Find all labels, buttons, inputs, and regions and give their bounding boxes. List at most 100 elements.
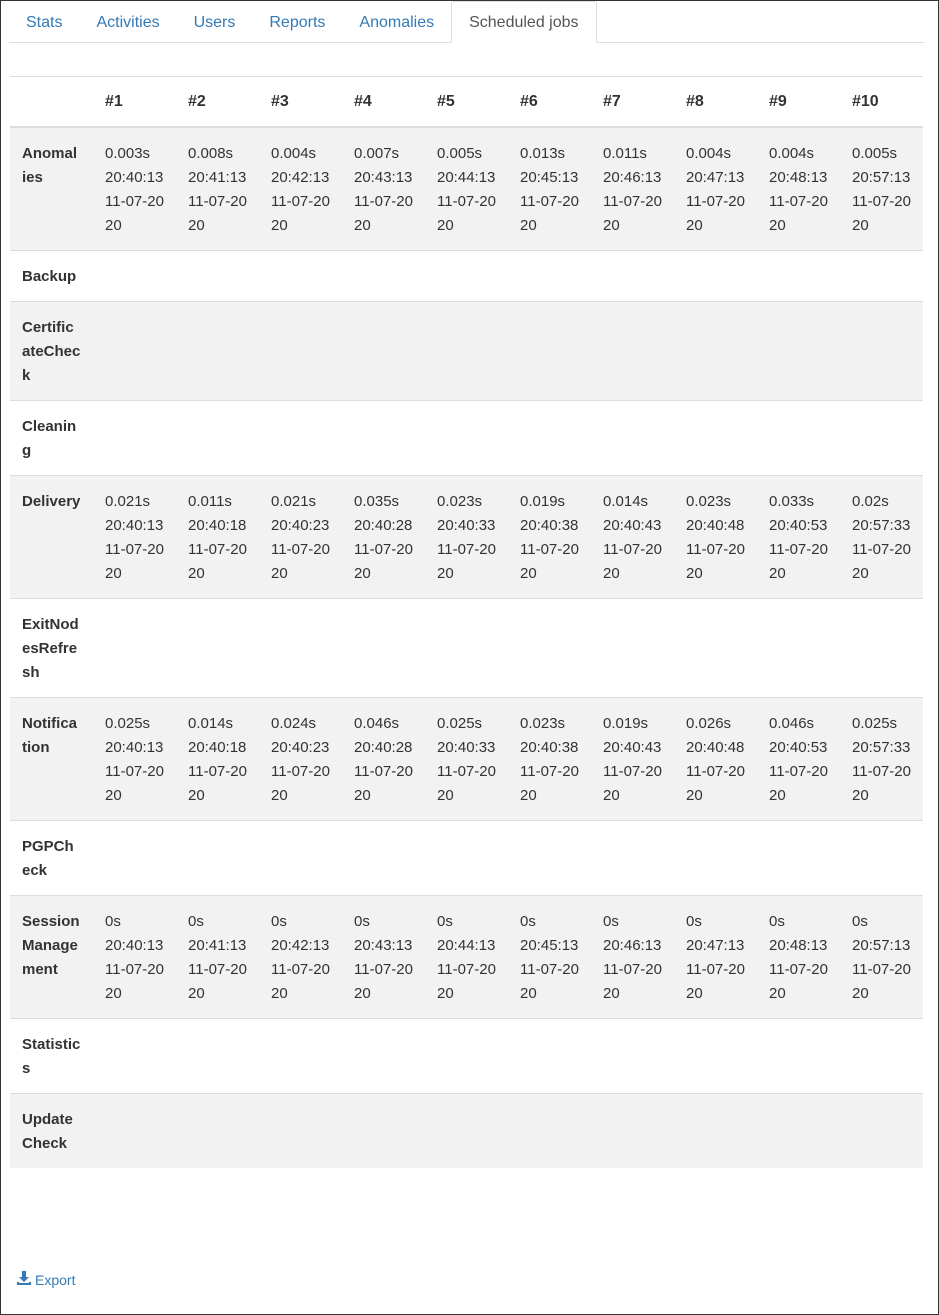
run-date: 11-07-2020 xyxy=(520,961,579,1002)
job-name: Delivery xyxy=(22,493,81,510)
run-cell: 0.014s 20:40:43 11-07-2020 xyxy=(591,476,674,599)
job-name: SessionManagement xyxy=(22,913,80,978)
run-cell: 0.011s 20:46:13 11-07-2020 xyxy=(591,127,674,251)
run-cell xyxy=(591,1019,674,1094)
run-time: 20:40:48 xyxy=(686,739,745,756)
run-duration: 0.008s xyxy=(188,145,234,162)
run-date: 11-07-2020 xyxy=(852,541,911,582)
run-date: 11-07-2020 xyxy=(437,961,496,1002)
run-time: 20:48:13 xyxy=(769,937,828,954)
run-date: 11-07-2020 xyxy=(686,961,745,1002)
run-duration: 0.033s xyxy=(769,493,815,510)
run-duration: 0.025s xyxy=(105,715,151,732)
table-row: Cleaning xyxy=(10,400,923,476)
job-name: ExitNodesRefresh xyxy=(22,616,79,681)
run-cell xyxy=(591,821,674,896)
run-time: 20:47:13 xyxy=(686,937,745,954)
run-cell xyxy=(508,821,591,896)
run-cell: 0.023s 20:40:48 11-07-2020 xyxy=(674,476,757,599)
run-cell xyxy=(425,251,508,302)
run-time: 20:42:13 xyxy=(271,169,330,186)
table-header: #1 #2 #3 #4 #5 #6 #7 #8 #9 #10 xyxy=(10,76,923,128)
run-duration: 0.004s xyxy=(686,145,732,162)
run-cell xyxy=(591,302,674,401)
run-date: 11-07-2020 xyxy=(354,541,413,582)
run-cell: 0s 20:45:13 11-07-2020 xyxy=(508,896,591,1019)
run-cell xyxy=(591,599,674,698)
run-date: 11-07-2020 xyxy=(769,541,828,582)
run-duration: 0.013s xyxy=(520,145,566,162)
tab-stats[interactable]: Stats xyxy=(26,14,63,31)
run-date: 11-07-2020 xyxy=(105,961,164,1002)
run-time: 20:43:13 xyxy=(354,169,413,186)
run-cell: 0.011s 20:40:18 11-07-2020 xyxy=(176,476,259,599)
run-cell xyxy=(259,1019,342,1094)
run-duration: 0.026s xyxy=(686,715,732,732)
run-cell xyxy=(508,401,591,476)
run-duration: 0.046s xyxy=(354,715,400,732)
run-duration: 0.021s xyxy=(271,493,317,510)
run-cell xyxy=(259,1094,342,1169)
header-run-5: #5 xyxy=(425,76,508,128)
run-time: 20:41:13 xyxy=(188,937,247,954)
tab-anomalies[interactable]: Anomalies xyxy=(359,14,435,31)
run-time: 20:46:13 xyxy=(603,169,662,186)
run-cell xyxy=(425,599,508,698)
tab-reports[interactable]: Reports xyxy=(269,14,326,31)
run-date: 11-07-2020 xyxy=(354,961,413,1002)
run-cell: 0.004s 20:48:13 11-07-2020 xyxy=(757,127,840,251)
run-date: 11-07-2020 xyxy=(188,961,247,1002)
run-date: 11-07-2020 xyxy=(686,763,745,804)
run-duration: 0.023s xyxy=(686,493,732,510)
run-cell: 0.023s 20:40:38 11-07-2020 xyxy=(508,698,591,821)
run-date: 11-07-2020 xyxy=(520,763,579,804)
run-time: 20:40:48 xyxy=(686,517,745,534)
run-cell: 0s 20:41:13 11-07-2020 xyxy=(176,896,259,1019)
run-cell xyxy=(508,1019,591,1094)
run-time: 20:45:13 xyxy=(520,169,579,186)
run-cell: 0s 20:57:13 11-07-2020 xyxy=(840,896,923,1019)
run-cell: 0.021s 20:40:23 11-07-2020 xyxy=(259,476,342,599)
run-cell xyxy=(840,251,923,302)
tab-users[interactable]: Users xyxy=(193,14,236,31)
run-cell xyxy=(425,821,508,896)
run-duration: 0.021s xyxy=(105,493,151,510)
run-cell xyxy=(674,302,757,401)
run-cell xyxy=(342,599,425,698)
run-cell xyxy=(93,1019,176,1094)
tab-activities[interactable]: Activities xyxy=(96,14,160,31)
run-time: 20:40:53 xyxy=(769,739,828,756)
run-date: 11-07-2020 xyxy=(603,763,662,804)
table-row: PGPCheck xyxy=(10,820,923,896)
header-run-4: #4 xyxy=(342,76,425,128)
run-date: 11-07-2020 xyxy=(520,541,579,582)
job-name: CertificateCheck xyxy=(22,319,81,384)
run-cell xyxy=(93,401,176,476)
tab-scheduled-jobs[interactable]: Scheduled jobs xyxy=(451,1,597,43)
run-cell xyxy=(259,401,342,476)
run-time: 20:57:13 xyxy=(852,169,911,186)
run-time: 20:40:13 xyxy=(105,937,164,954)
run-cell: 0s 20:46:13 11-07-2020 xyxy=(591,896,674,1019)
run-date: 11-07-2020 xyxy=(354,763,413,804)
run-cell xyxy=(425,302,508,401)
table-row: Update Check xyxy=(10,1093,923,1169)
run-time: 20:57:13 xyxy=(852,937,911,954)
header-job-name xyxy=(10,76,93,128)
run-duration: 0.005s xyxy=(437,145,483,162)
run-duration: 0s xyxy=(188,913,204,930)
run-date: 11-07-2020 xyxy=(105,193,164,234)
table-row: Backup xyxy=(10,250,923,302)
run-date: 11-07-2020 xyxy=(105,763,164,804)
table-row: CertificateCheck xyxy=(10,301,923,401)
run-time: 20:44:13 xyxy=(437,169,496,186)
run-time: 20:40:38 xyxy=(520,517,579,534)
run-time: 20:44:13 xyxy=(437,937,496,954)
header-run-8: #8 xyxy=(674,76,757,128)
run-time: 20:46:13 xyxy=(603,937,662,954)
run-cell xyxy=(93,1094,176,1169)
export-link[interactable]: Export xyxy=(17,1271,75,1288)
run-time: 20:40:43 xyxy=(603,517,662,534)
run-cell xyxy=(591,251,674,302)
run-cell: 0.026s 20:40:48 11-07-2020 xyxy=(674,698,757,821)
